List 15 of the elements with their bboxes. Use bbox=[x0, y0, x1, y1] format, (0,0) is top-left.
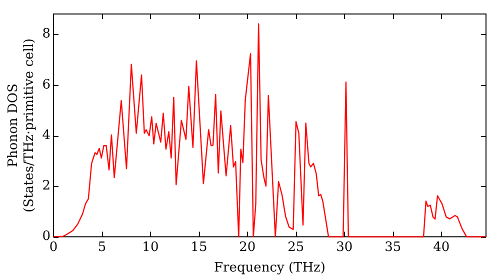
y-tick-label: 8 bbox=[42, 26, 50, 42]
y-axis-title: Phonon DOS (States/THz·primitive cell) bbox=[6, 38, 37, 212]
x-tick-label: 15 bbox=[190, 240, 208, 255]
x-axis-title: Frequency (THz) bbox=[214, 260, 326, 276]
y-tick-label: 2 bbox=[42, 178, 50, 194]
y-tick-label: 0 bbox=[42, 229, 50, 244]
x-tick-label: 20 bbox=[239, 240, 256, 255]
y-tick-label: 4 bbox=[42, 128, 50, 143]
x-tick-label: 10 bbox=[142, 240, 159, 255]
x-tick-label: 25 bbox=[288, 240, 304, 255]
x-tick-label: 5 bbox=[98, 240, 106, 255]
x-tick-label: 30 bbox=[336, 240, 353, 255]
x-tick-label: 35 bbox=[384, 240, 402, 255]
y-tick-label: 6 bbox=[42, 77, 50, 92]
x-tick-label: 40 bbox=[433, 240, 450, 255]
